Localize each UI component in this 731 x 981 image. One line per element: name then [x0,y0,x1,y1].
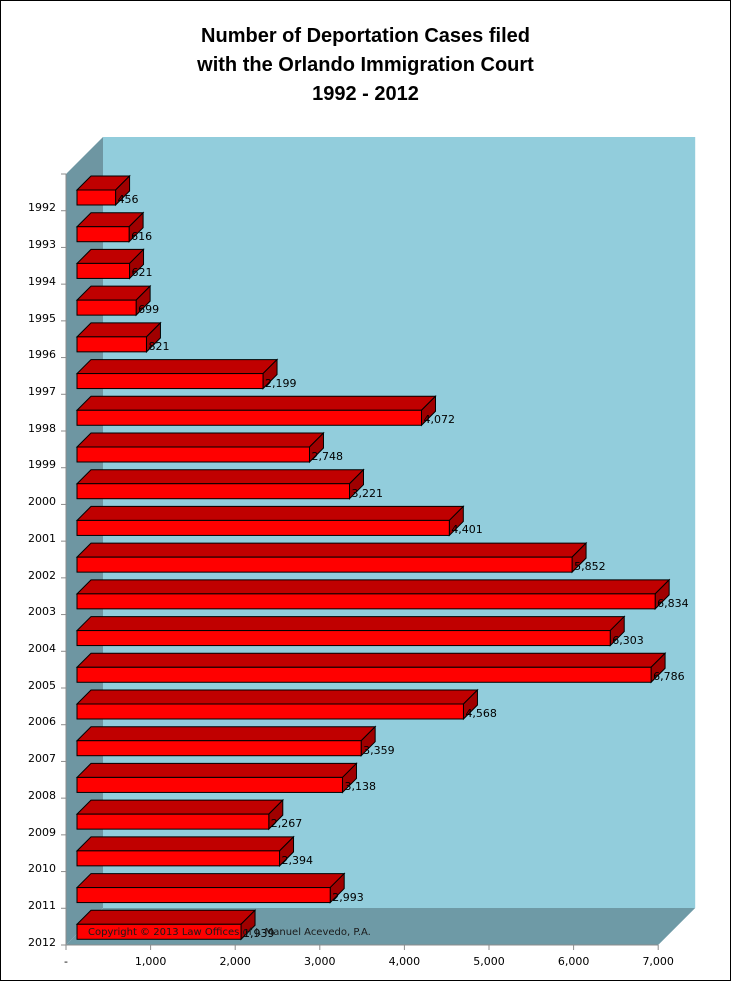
bar-front-face [76,556,573,573]
data-label: 6,834 [657,596,689,610]
bar-front-face [76,409,422,426]
data-label: 456 [117,193,139,206]
y-axis-label: 2005 [28,678,56,692]
bar-top-face [75,909,257,925]
y-axis-label: 2002 [28,568,56,582]
y-axis-label: 2006 [28,715,56,729]
data-label: 616 [131,229,153,243]
chart-title-line-2: with the Orlando Immigration Court [197,54,534,76]
data-label: 2,394 [281,853,314,867]
bar-top-face [75,359,279,375]
y-axis-label: 2003 [28,605,56,619]
y-axis-label: 1999 [28,458,56,472]
y-axis-label: 2007 [28,752,56,766]
data-label: 3,138 [344,780,376,794]
bar-front-face [76,189,117,206]
copyright-annotation: Copyright © 2013 Law Offices of J. Manue… [88,927,371,938]
bar-top-face [75,799,284,815]
y-axis-label: 2010 [28,862,56,876]
bar-top-face [75,395,437,411]
data-label: 4,072 [423,413,455,427]
x-axis-label: 1,000 [134,955,167,968]
x-axis-label: 3,000 [304,955,336,968]
bar-front-face [76,813,270,830]
data-label: 2,199 [265,376,297,390]
bar-front-face [76,740,362,757]
bar-top-face [75,616,626,632]
y-axis-label: 2012 [28,935,56,949]
x-axis-label: 6,000 [557,955,590,968]
bar-top-face [75,762,358,778]
data-label: 699 [138,303,160,317]
bar-top-face [75,873,346,889]
bar-top-face [75,689,479,705]
bar-top-face [75,469,365,485]
data-label: 4,401 [451,523,483,537]
bar-top-face [75,836,295,852]
chart-title-line-1: Number of Deportation Cases filed [201,25,530,47]
y-axis-label: 1993 [28,238,56,252]
data-label: 1,939 [243,927,275,941]
data-label: 2,748 [311,450,343,463]
bar-front-face [76,226,130,243]
bar-top-face [75,579,671,595]
bar-front-face [76,446,310,463]
bar-front-face [76,262,131,279]
x-axis-label: 7,000 [642,955,674,968]
data-label: 6,786 [653,670,685,684]
data-label: 3,359 [363,743,395,757]
bar-front-face [76,336,147,353]
y-axis-label: 1998 [28,421,56,435]
bar-front-face [76,630,611,647]
bar-front-face [76,703,464,720]
x-axis-label: 5,000 [473,955,505,968]
chart-title: Number of Deportation Cases filed with t… [0,22,731,109]
y-axis-label: 2001 [28,531,56,545]
bar-top-face [75,652,667,668]
y-axis-label: 2011 [28,898,56,912]
bar-top-face [75,726,377,742]
bar-front-face [76,519,450,536]
y-axis-label: 2000 [28,495,56,509]
x-axis-label: - [64,955,68,968]
data-label: 5,852 [574,560,606,574]
y-axis-label: 1997 [28,384,56,398]
data-label: 2,993 [332,890,364,904]
data-label: 3,221 [351,486,383,500]
y-axis-label: 1995 [28,311,56,325]
bar-front-face [76,373,264,390]
y-axis-label: 1992 [28,201,56,215]
chart-title-line-3: 1992 - 2012 [312,83,419,105]
data-label: 6,303 [612,633,644,647]
bar-front-face [76,666,652,683]
x-axis-label: 2,000 [219,955,251,968]
bar-front-face [76,923,242,940]
bar-top-face [75,505,465,521]
x-axis-label: 4,000 [388,955,421,968]
y-axis-label: 2009 [28,825,56,839]
data-label: 2,267 [270,817,303,831]
y-axis-label: 1996 [28,348,56,362]
y-axis-label: 2004 [28,641,56,655]
bar-front-face [76,299,137,316]
bar-front-face [76,887,331,904]
y-axis-label: 2008 [28,788,56,802]
y-axis-label: 1994 [28,274,56,288]
data-label: 4,568 [465,707,497,720]
bar-front-face [76,593,656,610]
bar-top-face [75,432,325,448]
bar-front-face [76,776,343,793]
bar-front-face [76,850,281,867]
bar-top-face [75,542,588,558]
data-label: 621 [131,266,153,280]
bar-front-face [76,483,350,500]
data-label: 821 [148,339,170,353]
